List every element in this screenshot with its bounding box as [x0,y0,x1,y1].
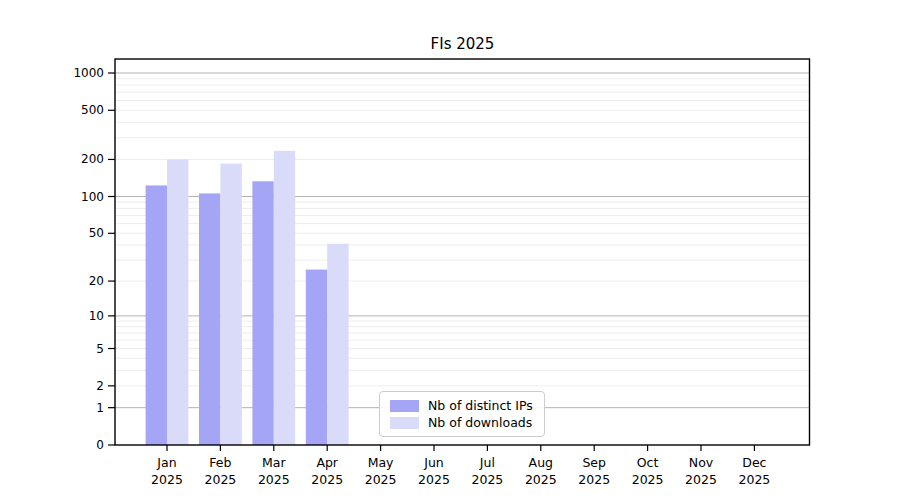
legend-swatch-downloads [390,417,419,429]
y-tick-label: 20 [89,274,104,288]
y-tick-label: 200 [81,152,104,166]
legend-label-downloads: Nb of downloads [428,415,532,430]
x-tick-label: Nov2025 [685,455,717,487]
x-tick-label: Mar2025 [258,455,290,487]
legend-swatch-distinct-ips [390,400,419,412]
x-tick-label: Dec2025 [738,455,770,487]
y-tick-label: 50 [89,226,104,240]
x-tick-label: Feb2025 [204,455,236,487]
bar-distinct-ips-mar [252,181,273,445]
bar-distinct-ips-feb [199,193,220,445]
y-tick-label: 0 [96,438,104,452]
x-tick-label: Sep2025 [578,455,610,487]
bar-downloads-feb [220,164,241,445]
legend: Nb of distinct IPs Nb of downloads [379,391,545,437]
x-tick-label: Jul2025 [471,455,503,487]
x-tick-label: Apr2025 [311,455,343,487]
x-tick-label: Jun2025 [418,455,450,487]
bar-distinct-ips-apr [306,270,327,445]
legend-item-distinct-ips: Nb of distinct IPs [390,398,534,413]
y-tick-label: 1000 [73,66,104,80]
bar-distinct-ips-jan [146,185,167,445]
bar-downloads-mar [274,151,295,445]
y-tick-label: 500 [81,103,104,117]
chart-figure: FIs 2025 01251020501002005001000Jan2025F… [0,0,900,500]
y-tick-label: 100 [81,190,104,204]
x-tick-label: Aug2025 [525,455,557,487]
legend-item-downloads: Nb of downloads [390,415,534,430]
bar-downloads-jan [167,159,188,445]
bar-downloads-apr [327,244,348,445]
legend-label-distinct-ips: Nb of distinct IPs [428,398,533,413]
x-tick-label: May2025 [365,455,397,487]
y-tick-label: 5 [96,342,104,356]
x-tick-label: Jan2025 [151,455,183,487]
y-tick-label: 1 [96,401,104,415]
x-tick-label: Oct2025 [632,455,664,487]
y-tick-label: 2 [96,379,104,393]
y-tick-label: 10 [89,309,104,323]
